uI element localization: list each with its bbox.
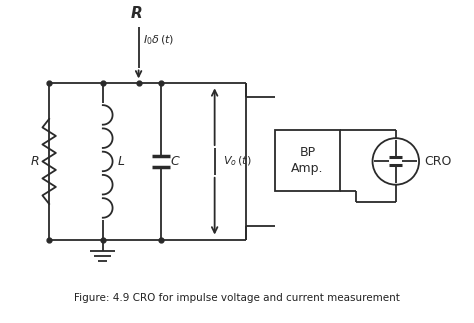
Text: L: L	[118, 155, 125, 168]
Text: Figure: 4.9 CRO for impulse voltage and current measurement: Figure: 4.9 CRO for impulse voltage and …	[74, 293, 400, 303]
Text: R: R	[30, 155, 39, 168]
Text: BP: BP	[300, 146, 316, 159]
Circle shape	[373, 138, 419, 185]
Text: CRO: CRO	[424, 155, 452, 168]
Text: R: R	[130, 5, 142, 21]
Bar	[275, 130, 340, 191]
Text: Amp.: Amp.	[291, 162, 324, 175]
Text: $V_o\,(t)$: $V_o\,(t)$	[223, 155, 251, 168]
Text: C: C	[171, 155, 180, 168]
Text: $I_0\delta\,(t)$: $I_0\delta\,(t)$	[143, 33, 174, 47]
